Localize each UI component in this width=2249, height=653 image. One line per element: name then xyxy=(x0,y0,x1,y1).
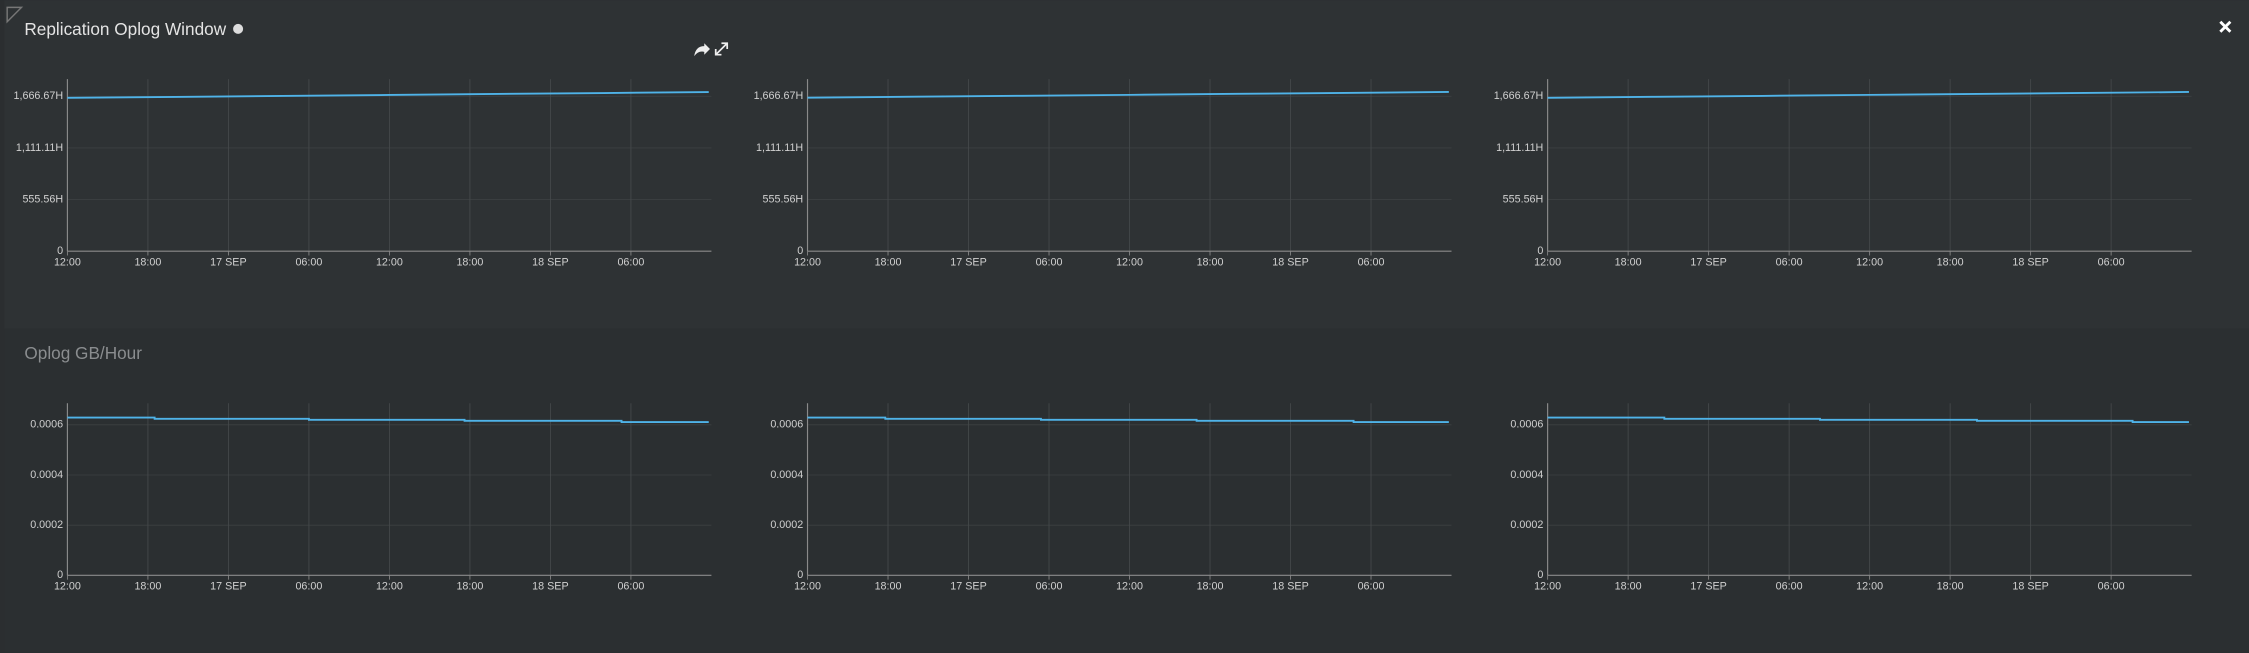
data-line xyxy=(1547,416,2189,423)
y-tick-label: 1,666.67H xyxy=(1494,90,1544,102)
x-tick-label: 12:00 xyxy=(794,581,821,593)
panel-top xyxy=(4,0,2249,329)
x-tick-label: 17 SEP xyxy=(210,257,246,269)
y-tick-label: 555.56H xyxy=(1503,193,1544,205)
x-tick-label: 06:00 xyxy=(1776,257,1803,269)
x-tick-label: 18 SEP xyxy=(2012,257,2048,269)
x-tick-label: 06:00 xyxy=(1358,581,1385,593)
close-icon[interactable] xyxy=(2219,20,2232,33)
x-tick-label: 18:00 xyxy=(1197,257,1224,269)
x-tick-label: 18:00 xyxy=(134,257,161,269)
x-tick-label: 12:00 xyxy=(1534,257,1561,269)
y-tick-label: 1,111.11H xyxy=(1496,142,1543,154)
x-tick-label: 06:00 xyxy=(617,257,644,269)
x-tick-label: 06:00 xyxy=(295,257,322,269)
y-tick-label: 555.56H xyxy=(22,193,63,205)
x-tick-label: 18 SEP xyxy=(1272,581,1308,593)
data-line xyxy=(67,91,709,99)
x-tick-label: 06:00 xyxy=(2098,257,2125,269)
section-title: Oplog GB/Hour xyxy=(24,343,142,363)
x-tick-label: 18:00 xyxy=(1197,581,1224,593)
y-tick-label: 0.0002 xyxy=(1510,519,1543,531)
y-tick-label: 0.0006 xyxy=(30,419,63,431)
x-tick-label: 17 SEP xyxy=(1690,257,1726,269)
data-line xyxy=(67,416,709,423)
data-line xyxy=(807,91,1449,99)
x-tick-label: 06:00 xyxy=(1358,257,1385,269)
x-tick-label: 18:00 xyxy=(1615,257,1642,269)
x-tick-label: 18:00 xyxy=(134,581,161,593)
x-tick-label: 06:00 xyxy=(1036,581,1063,593)
y-tick-label: 1,111.11H xyxy=(16,142,63,154)
y-tick-label: 0.0004 xyxy=(30,469,63,481)
x-tick-label: 17 SEP xyxy=(210,581,246,593)
x-tick-label: 06:00 xyxy=(2098,581,2125,593)
data-line xyxy=(1547,91,2189,99)
x-tick-label: 12:00 xyxy=(376,581,403,593)
y-tick-label: 0 xyxy=(1537,569,1543,581)
y-tick-label: 1,666.67H xyxy=(754,90,804,102)
x-tick-label: 18 SEP xyxy=(532,257,568,269)
x-tick-label: 17 SEP xyxy=(950,257,986,269)
y-tick-label: 0.0004 xyxy=(1510,469,1543,481)
x-tick-label: 12:00 xyxy=(54,257,81,269)
x-tick-label: 17 SEP xyxy=(950,581,986,593)
y-tick-label: 0 xyxy=(797,569,803,581)
info-icon[interactable] xyxy=(233,23,244,34)
x-tick-label: 06:00 xyxy=(617,581,644,593)
x-tick-label: 12:00 xyxy=(1856,581,1883,593)
y-tick-label: 0.0004 xyxy=(770,469,803,481)
y-tick-label: 0 xyxy=(1537,245,1543,257)
y-tick-label: 0.0006 xyxy=(1510,419,1543,431)
x-tick-label: 18:00 xyxy=(456,581,483,593)
y-tick-label: 0 xyxy=(57,245,63,257)
y-tick-label: 0.0002 xyxy=(770,519,803,531)
x-tick-label: 18:00 xyxy=(875,581,902,593)
panel-bottom xyxy=(4,328,2249,653)
x-tick-label: 12:00 xyxy=(54,581,81,593)
x-tick-label: 18:00 xyxy=(875,257,902,269)
y-tick-label: 1,666.67H xyxy=(14,90,64,102)
x-tick-label: 18:00 xyxy=(456,257,483,269)
x-tick-label: 18 SEP xyxy=(532,581,568,593)
x-tick-label: 12:00 xyxy=(1116,257,1143,269)
y-tick-label: 0 xyxy=(797,245,803,257)
y-tick-label: 1,111.11H xyxy=(756,142,803,154)
data-line xyxy=(807,416,1449,423)
x-tick-label: 06:00 xyxy=(295,581,322,593)
y-tick-label: 555.56H xyxy=(763,193,804,205)
x-tick-label: 12:00 xyxy=(1856,257,1883,269)
x-tick-label: 17 SEP xyxy=(1690,581,1726,593)
x-tick-label: 12:00 xyxy=(1534,581,1561,593)
x-tick-label: 18 SEP xyxy=(1272,257,1308,269)
drag-handle[interactable] xyxy=(6,6,24,24)
y-tick-label: 0.0006 xyxy=(770,419,803,431)
x-tick-label: 18:00 xyxy=(1615,581,1642,593)
x-tick-label: 06:00 xyxy=(1776,581,1803,593)
x-tick-label: 12:00 xyxy=(794,257,821,269)
share-icon[interactable] xyxy=(694,43,710,57)
section-title: Replication Oplog Window xyxy=(24,19,226,39)
x-tick-label: 12:00 xyxy=(1116,581,1143,593)
x-tick-label: 18:00 xyxy=(1937,257,1964,269)
expand-icon[interactable] xyxy=(714,42,729,56)
x-tick-label: 18 SEP xyxy=(2012,581,2048,593)
x-tick-label: 18:00 xyxy=(1937,581,1964,593)
y-tick-label: 0 xyxy=(57,569,63,581)
x-tick-label: 12:00 xyxy=(376,257,403,269)
y-tick-label: 0.0002 xyxy=(30,519,63,531)
x-tick-label: 06:00 xyxy=(1036,257,1063,269)
